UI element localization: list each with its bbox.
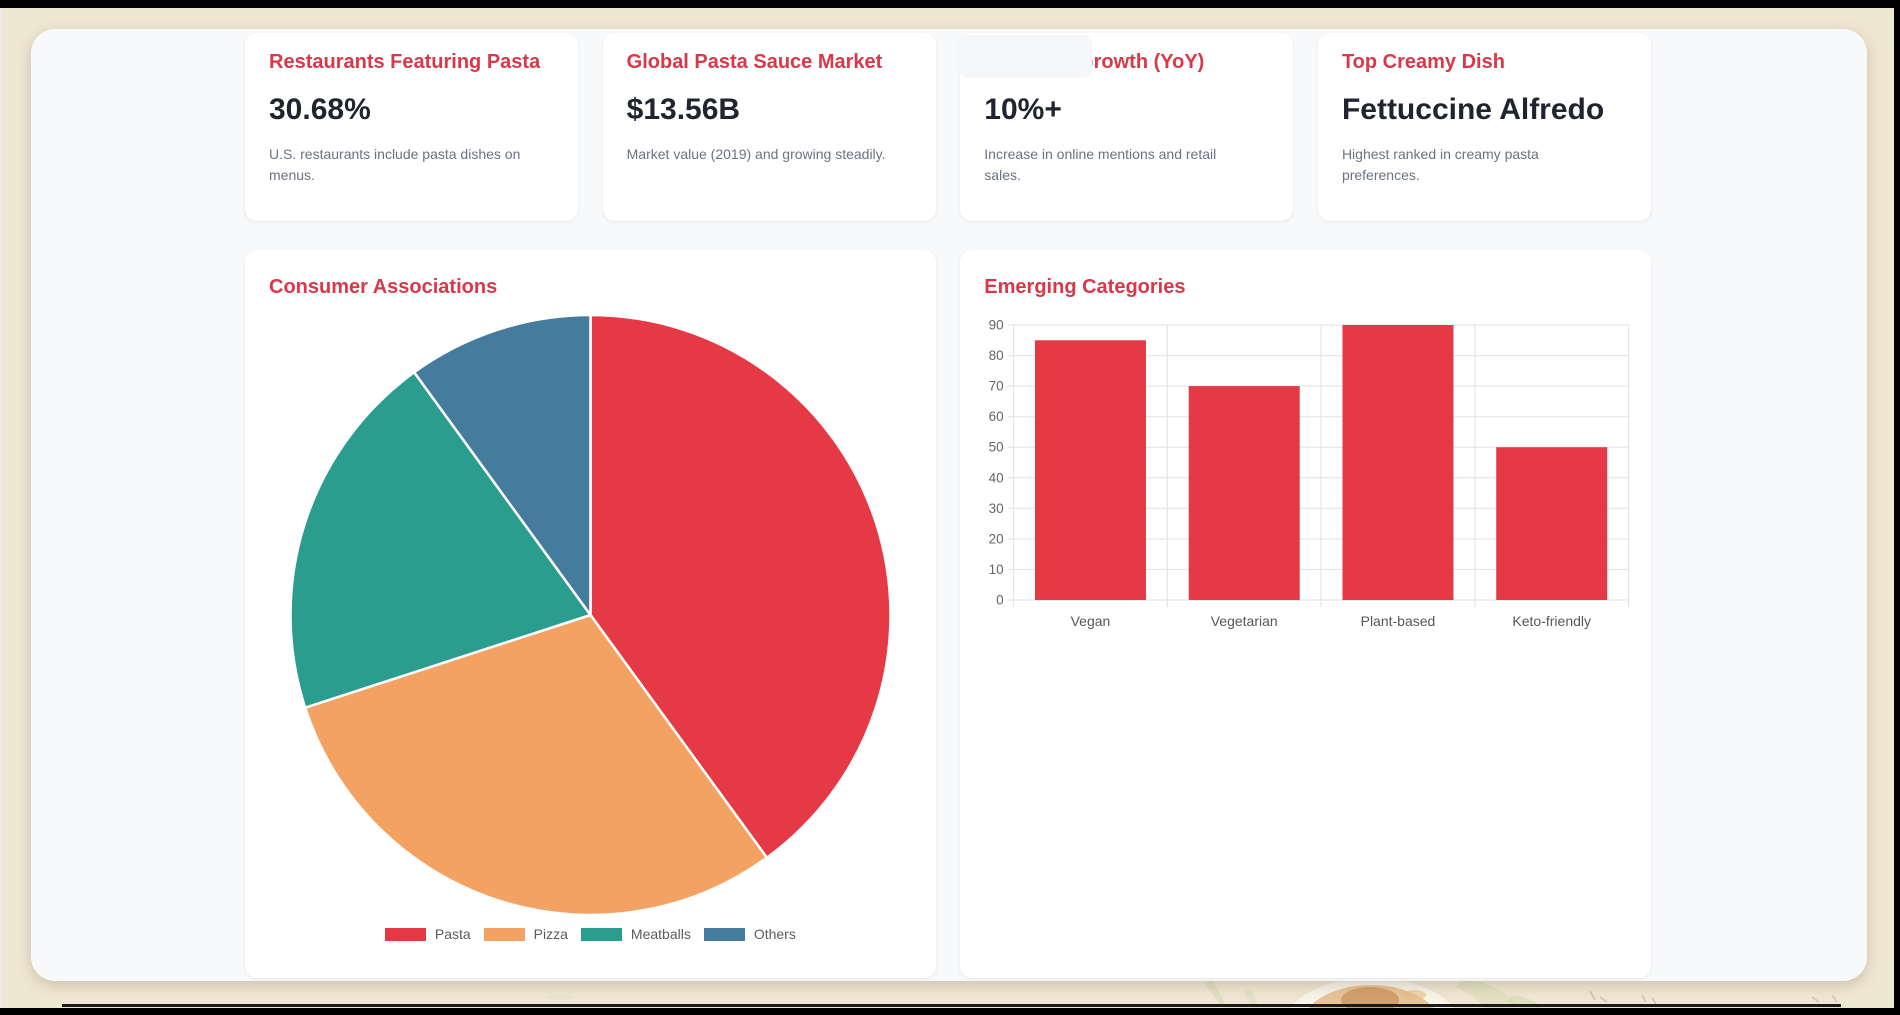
window-bottom-edge-line: [62, 1004, 1841, 1007]
stat-card-description: Highest ranked in creamy pasta preferenc…: [1341, 146, 1539, 183]
svg-text:90: 90: [989, 318, 1004, 333]
svg-text:10: 10: [989, 562, 1004, 577]
stat-card-title: Global Pasta Sauce Market: [626, 51, 883, 73]
window-frame-left: [0, 8, 2, 1008]
window-frame-right: [1894, 0, 1900, 1015]
svg-text:Plant-based: Plant-based: [1361, 613, 1436, 629]
svg-text:Keto-friendly: Keto-friendly: [1513, 613, 1592, 629]
stat-card-description: Increase in online mentions and retail s…: [984, 146, 1217, 183]
stat-cards-row: Restaurants Featuring Pasta 30.68% U.S. …: [245, 33, 1651, 221]
pie-chart-title: Consumer Associations: [269, 276, 498, 298]
stat-card-sauce-market: Global Pasta Sauce Market $13.56B Market…: [602, 33, 936, 221]
charts-row: Consumer Associations Pasta Pizza Meatball…: [245, 250, 1651, 978]
legend-item[interactable]: Pasta: [384, 926, 471, 942]
stat-card-value: Fettuccine Alfredo: [1341, 93, 1605, 126]
svg-text:70: 70: [989, 379, 1004, 394]
svg-text:50: 50: [989, 440, 1004, 455]
svg-text:Vegan: Vegan: [1071, 613, 1111, 629]
stat-card-description: Market value (2019) and growing steadily…: [626, 146, 886, 162]
legend-label: Others: [753, 926, 796, 942]
bar-chart-title: Emerging Categories: [984, 276, 1186, 298]
stat-card-value: 30.68%: [269, 93, 371, 126]
legend-swatch: [483, 927, 525, 941]
legend-label: Pasta: [434, 926, 471, 942]
svg-text:80: 80: [989, 348, 1004, 363]
redaction-overlay: [959, 35, 1092, 78]
dashboard-content: Restaurants Featuring Pasta 30.68% U.S. …: [245, 29, 1651, 981]
svg-text:40: 40: [989, 470, 1004, 485]
svg-text:20: 20: [989, 531, 1004, 546]
legend-label: Meatballs: [630, 926, 691, 942]
legend-item[interactable]: Pizza: [483, 926, 568, 942]
legend-label: Pizza: [533, 926, 568, 942]
window-frame-top: [0, 0, 1900, 8]
stat-card-top-creamy-dish: Top Creamy Dish Fettuccine Alfredo Highe…: [1317, 33, 1651, 221]
stat-card-title: Restaurants Featuring Pasta: [269, 51, 541, 73]
legend-swatch: [580, 927, 622, 941]
svg-text:30: 30: [989, 501, 1004, 516]
stat-card-value: $13.56B: [626, 93, 741, 126]
legend-swatch: [703, 927, 745, 941]
svg-text:60: 60: [989, 409, 1004, 424]
stat-card-value: 10%+: [984, 93, 1062, 126]
svg-text:Vegetarian: Vegetarian: [1211, 613, 1278, 629]
stat-card-title: Top Creamy Dish: [1341, 51, 1505, 73]
bar-chart[interactable]: 0 10 20 30 40 50 60 70 80 90 Vegan Vegetarian Plant-…: [960, 250, 1650, 978]
svg-text:0: 0: [996, 593, 1004, 608]
stat-card-description: U.S. restaurants include pasta dishes on…: [269, 146, 521, 183]
window-frame-bottom: [0, 1008, 1900, 1015]
bar-chart-card: Emerging Categories 0 10 20 30 40 50 60 70 80 90 V…: [960, 250, 1651, 978]
stat-card-restaurants: Restaurants Featuring Pasta 30.68% U.S. …: [245, 33, 579, 221]
legend-item[interactable]: Meatballs: [580, 926, 691, 942]
pie-chart[interactable]: [245, 250, 935, 978]
dashboard-container: Restaurants Featuring Pasta 30.68% U.S. …: [31, 29, 1867, 981]
pie-chart-card: Consumer Associations Pasta Pizza Meatball…: [245, 250, 936, 978]
legend-swatch: [384, 927, 426, 941]
pie-chart-legend: Pasta Pizza Meatballs Others: [245, 926, 936, 942]
legend-item[interactable]: Others: [703, 926, 796, 942]
